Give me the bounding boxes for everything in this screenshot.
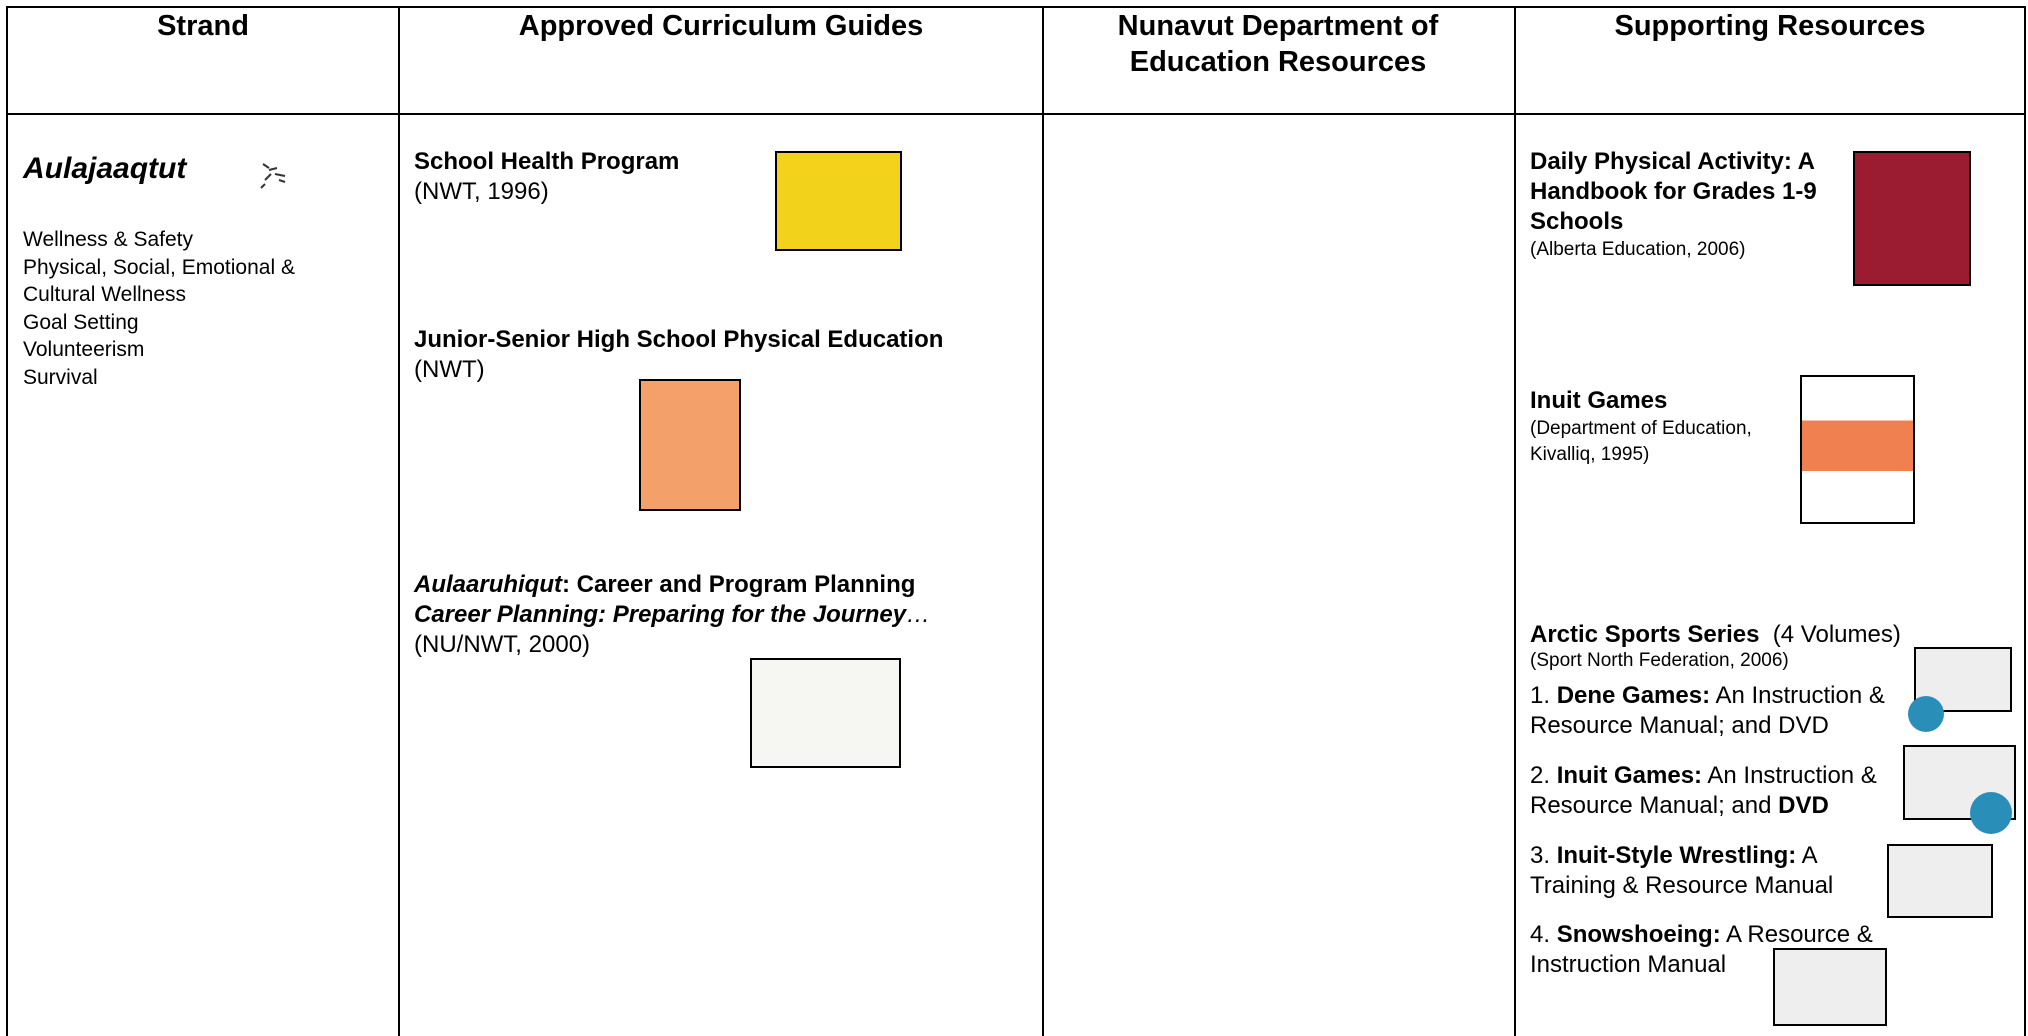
resource-title: Arctic Sports Series — [1530, 621, 1760, 648]
resource-title: Inuit Games — [1530, 387, 1668, 414]
guide-source: (NU/NWT, 2000) — [414, 631, 591, 658]
bird-icon — [260, 163, 286, 189]
header: Nunavut Department of Education Resource… — [1117, 10, 1439, 78]
cover — [775, 151, 902, 251]
strand-title: Aulajaaqtut — [23, 152, 187, 185]
guide-title: Junior-Senior High School Physical Educa… — [414, 326, 944, 353]
guide-subtitle: Career Planning: Preparing for the Journ… — [414, 601, 907, 628]
ellipsis: … — [906, 601, 931, 628]
volume-number: 1. — [1530, 682, 1551, 709]
dvd-icon — [1970, 792, 2012, 834]
cover — [750, 658, 901, 768]
resource-note: (4 Volumes) — [1772, 621, 1901, 648]
volume-title: Inuit Games: — [1556, 762, 1703, 789]
border — [398, 6, 400, 1036]
volume-description: A Training & Resource Manual — [1530, 842, 1834, 899]
volume-description: A Resource & Instruction Manual — [1530, 921, 1873, 978]
border — [1514, 6, 1516, 1036]
resource-source: (Alberta Education, 2006) — [1530, 239, 1746, 260]
resource: Arctic Sports Series (4 Volumes) (Sport … — [1530, 620, 2020, 672]
volume-description: An Instruction & Resource Manual; and — [1530, 762, 1877, 819]
volume-title: Snowshoeing: — [1556, 921, 1721, 948]
cover — [1773, 948, 1887, 1026]
volume: 4. Snowshoeing: A Resource & Instruction… — [1530, 920, 1910, 980]
volume-title: Dene Games: — [1556, 682, 1711, 709]
guide: Aulaaruhiqut: Career and Program Plannin… — [414, 570, 930, 660]
strand-list: Wellness & Safety Physical, Social, Emoti… — [23, 226, 363, 391]
border — [2024, 6, 2026, 1036]
volume-number: 4. — [1530, 921, 1551, 948]
cover — [1887, 844, 1993, 918]
volume: 1. Dene Games: An Instruction & Resource… — [1530, 681, 1900, 741]
header: Supporting Resources — [1614, 10, 1926, 42]
volume-extra: DVD — [1778, 792, 1829, 819]
volume-number: 3. — [1530, 842, 1551, 869]
header: Strand — [157, 10, 249, 42]
volume-number: 2. — [1530, 762, 1551, 789]
resource-source: (Sport North Federation, 2006) — [1530, 650, 1789, 671]
cover — [1853, 151, 1971, 286]
volume-description: An Instruction & Resource Manual; and DV… — [1530, 682, 1885, 739]
cover — [639, 379, 741, 511]
strand-item: Volunteerism — [23, 338, 145, 361]
guide-title: : Career and Program Planning — [562, 571, 916, 598]
strand-item: Goal Setting — [23, 310, 139, 334]
resource: Inuit Games (Department of Education, Ki… — [1530, 386, 1780, 468]
guide-source: (NWT, 1996) — [414, 178, 549, 205]
resource-title: Daily Physical Activity: A Handbook for … — [1530, 148, 1817, 235]
resource: Daily Physical Activity: A Handbook for … — [1530, 147, 1830, 263]
border — [6, 6, 2026, 8]
cover — [1800, 375, 1915, 524]
dvd-icon — [1908, 696, 1944, 732]
header: Approved Curriculum Guides — [518, 10, 924, 42]
resource-source: (Department of Education, Kivalliq, 1995… — [1530, 418, 1752, 465]
strand-item: Physical, Social, Emotional & Cultural W… — [23, 255, 295, 307]
guide-title: School Health Program — [414, 148, 680, 175]
guide-source: (NWT) — [414, 356, 485, 383]
strand-item: Survival — [23, 365, 98, 389]
guide: Junior-Senior High School Physical Educa… — [414, 325, 943, 385]
border — [6, 113, 2026, 115]
volume: 3. Inuit-Style Wrestling: A Training & R… — [1530, 841, 1880, 901]
guide-title: Aulaaruhiqut — [414, 571, 562, 598]
border — [1042, 6, 1044, 1036]
strand-item: Wellness & Safety — [23, 228, 194, 251]
volume: 2. Inuit Games: An Instruction & Resourc… — [1530, 761, 1900, 821]
volume-title: Inuit-Style Wrestling: — [1556, 842, 1797, 869]
guide: School Health Program (NWT, 1996) — [414, 147, 679, 207]
border — [6, 6, 8, 1036]
